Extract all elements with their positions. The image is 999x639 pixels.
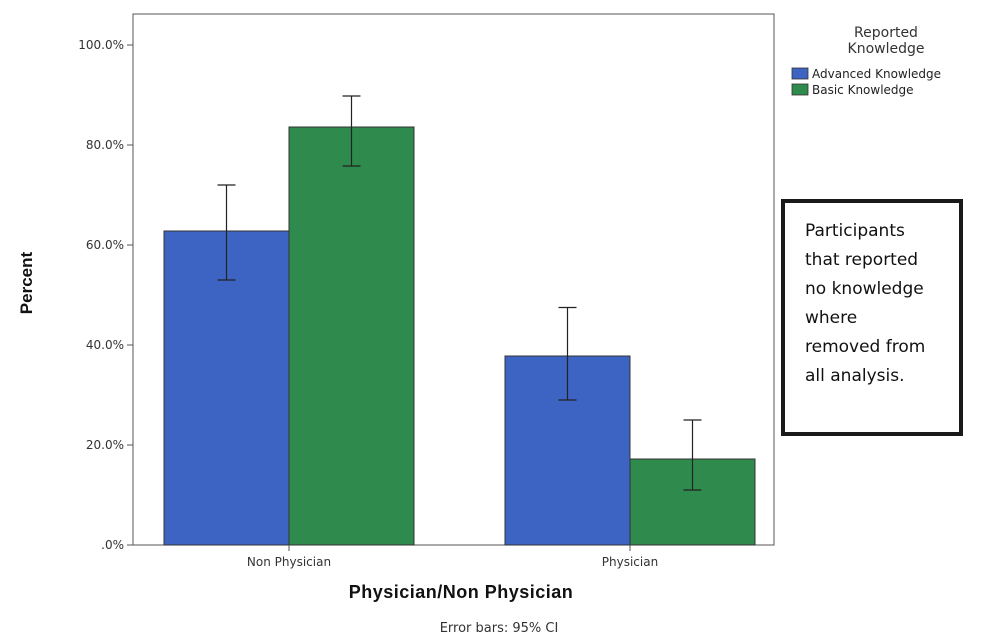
bar-basic-knowledge-non-physician: [288, 126, 415, 546]
legend-swatch: [791, 67, 809, 80]
x-tick-label: Non Physician: [247, 555, 331, 569]
legend: Reported Knowledge Advanced Knowledge Bas…: [791, 25, 941, 97]
legend-swatch: [791, 83, 809, 96]
annotation-box: Participants that reported no knowledge …: [781, 199, 963, 436]
x-tick-label: Physician: [602, 555, 658, 569]
error-bars-footnote: Error bars: 95% CI: [440, 621, 559, 636]
bar-advanced-knowledge-non-physician: [163, 230, 290, 546]
error-bars-group: [217, 95, 702, 491]
legend-label: Basic Knowledge: [812, 83, 914, 97]
x-axis-title: Physician/Non Physician: [349, 582, 574, 602]
legend-label: Advanced Knowledge: [812, 67, 941, 81]
y-tick-label: 80.0%: [86, 138, 124, 152]
annotation-line: all analysis.: [805, 366, 905, 386]
legend-title-line-1: Reported: [854, 25, 918, 41]
annotation-line: Participants: [805, 221, 905, 241]
y-tick-label: 100.0%: [78, 38, 124, 52]
annotation-line: no knowledge: [805, 279, 924, 299]
annotation-line: that reported: [805, 250, 919, 270]
y-tick-label: .0%: [101, 538, 124, 552]
x-axis: Non Physician Physician: [247, 545, 658, 569]
annotation-line: where: [805, 308, 858, 328]
y-axis: .0% 20.0% 40.0% 60.0% 80.0% 100.0%: [78, 38, 133, 552]
y-tick-label: 60.0%: [86, 238, 124, 252]
annotation-line: removed from: [805, 337, 926, 357]
y-axis-title: Percent: [17, 251, 36, 314]
y-tick-label: 40.0%: [86, 338, 124, 352]
legend-title-line-2: Knowledge: [848, 41, 925, 57]
y-tick-label: 20.0%: [86, 438, 124, 452]
